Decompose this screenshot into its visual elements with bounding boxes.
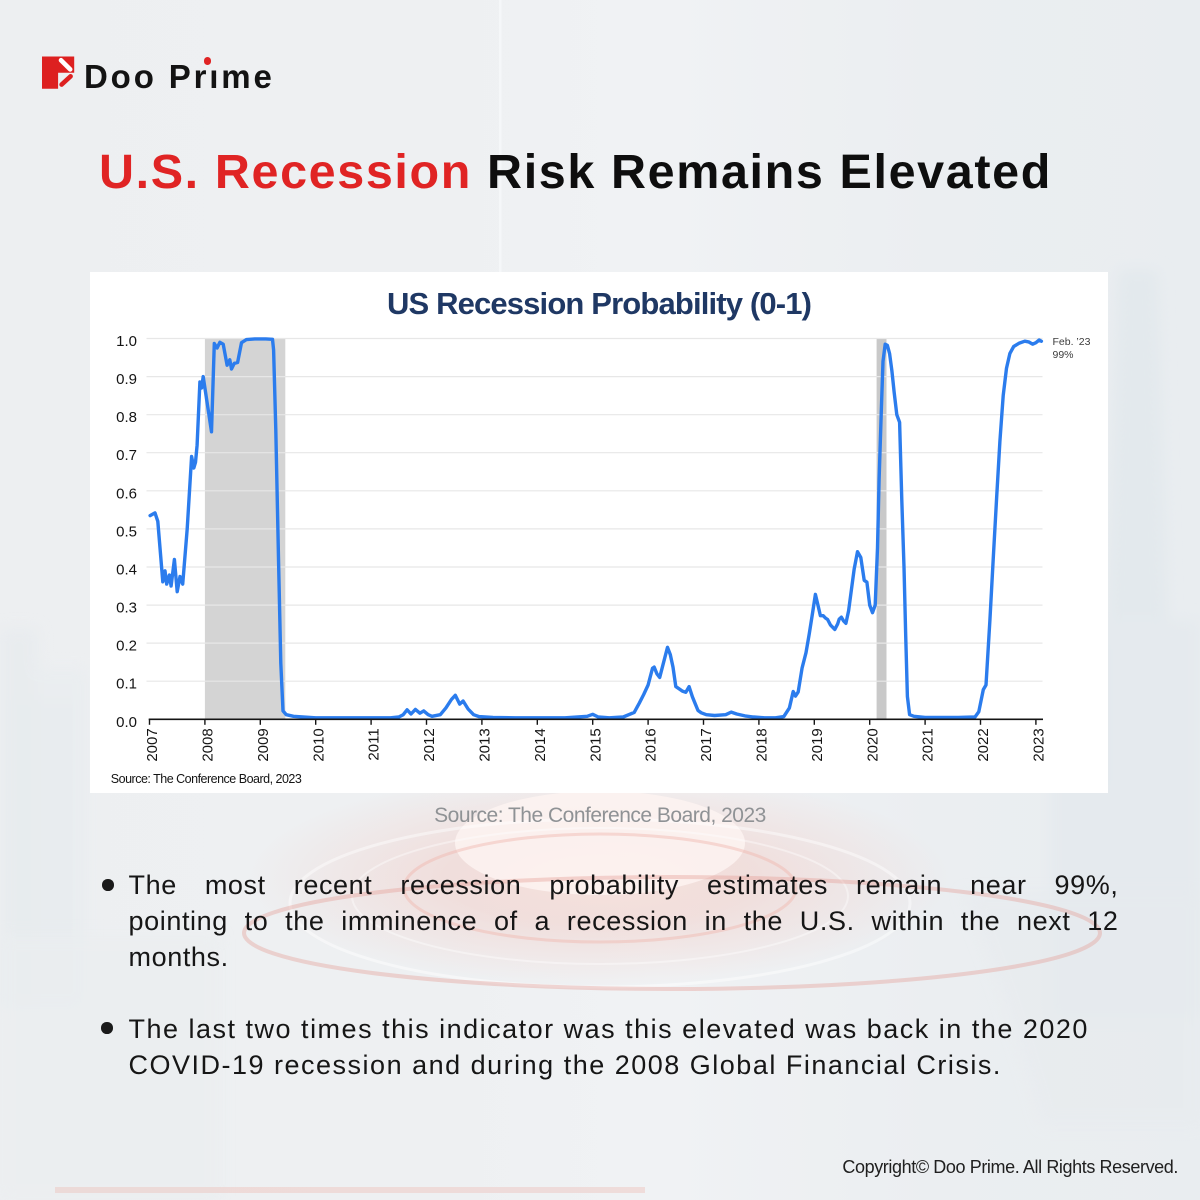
svg-text:2009: 2009 xyxy=(255,728,272,761)
svg-text:2015: 2015 xyxy=(587,728,604,761)
svg-text:2014: 2014 xyxy=(532,728,549,761)
svg-text:2016: 2016 xyxy=(643,728,660,761)
svg-text:2023: 2023 xyxy=(1031,728,1048,761)
svg-text:2018: 2018 xyxy=(754,728,771,761)
svg-text:1.0: 1.0 xyxy=(116,333,137,350)
svg-text:0.0: 0.0 xyxy=(116,714,137,731)
svg-text:2012: 2012 xyxy=(421,728,438,761)
svg-text:0.8: 0.8 xyxy=(116,409,137,426)
svg-text:0.6: 0.6 xyxy=(116,485,137,502)
svg-text:0.5: 0.5 xyxy=(116,523,137,540)
svg-text:0.7: 0.7 xyxy=(116,447,137,464)
svg-text:2017: 2017 xyxy=(698,728,715,761)
svg-text:2008: 2008 xyxy=(200,728,217,761)
svg-text:2011: 2011 xyxy=(366,728,383,760)
svg-text:0.2: 0.2 xyxy=(116,638,137,655)
svg-text:2021: 2021 xyxy=(920,728,937,761)
svg-text:0.1: 0.1 xyxy=(116,676,137,693)
svg-text:2007: 2007 xyxy=(144,728,161,761)
svg-text:2022: 2022 xyxy=(975,728,992,761)
svg-text:0.3: 0.3 xyxy=(116,600,137,617)
svg-text:0.9: 0.9 xyxy=(116,371,137,388)
svg-text:2019: 2019 xyxy=(809,728,826,761)
svg-text:2013: 2013 xyxy=(477,728,494,761)
svg-text:2010: 2010 xyxy=(310,728,327,761)
svg-text:2020: 2020 xyxy=(864,728,881,761)
svg-text:0.4: 0.4 xyxy=(116,562,137,579)
